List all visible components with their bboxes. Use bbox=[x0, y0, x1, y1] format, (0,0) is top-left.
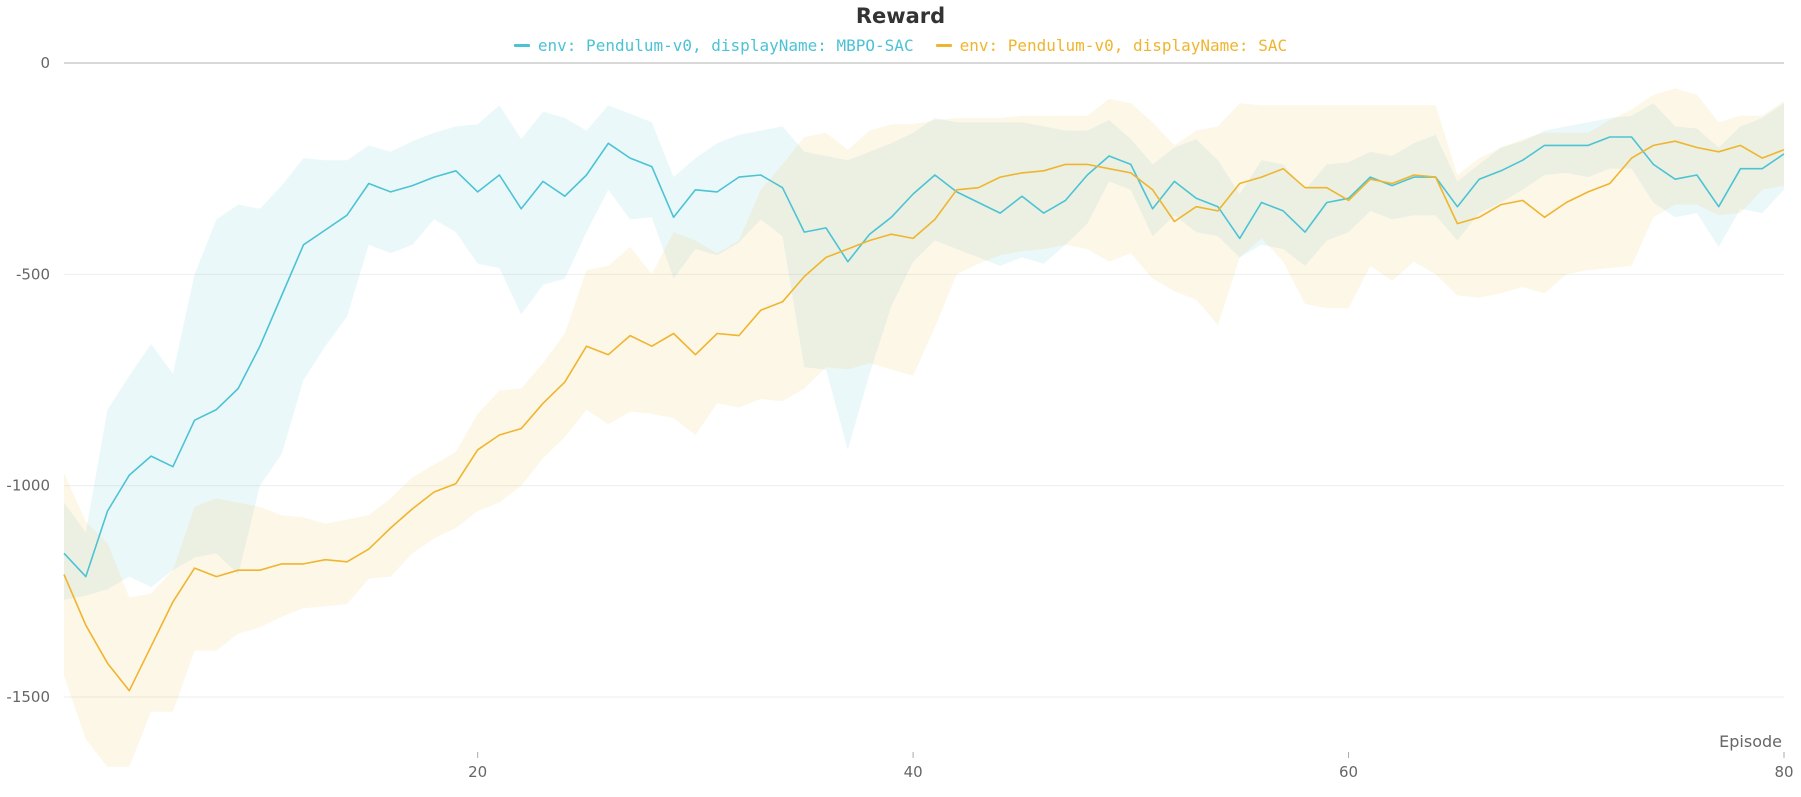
legend-item-sac[interactable]: env: Pendulum-v0, displayName: SAC bbox=[935, 36, 1288, 55]
y-tick-label: -1500 bbox=[6, 688, 50, 706]
confidence-bands bbox=[64, 88, 1784, 767]
x-axis-title: Episode bbox=[1719, 732, 1782, 751]
grid bbox=[64, 62, 1784, 698]
x-tick-label: 80 bbox=[1774, 763, 1793, 781]
legend-item-mbpo-sac[interactable]: env: Pendulum-v0, displayName: MBPO-SAC bbox=[513, 36, 914, 55]
legend-label-sac: env: Pendulum-v0, displayName: SAC bbox=[959, 36, 1288, 55]
y-tick-label: -500 bbox=[16, 265, 50, 283]
line-series-0[interactable] bbox=[63, 136, 1785, 578]
legend-label-mbpo-sac: env: Pendulum-v0, displayName: MBPO-SAC bbox=[537, 36, 914, 55]
legend-swatch-sac bbox=[935, 44, 952, 47]
y-tick-label: -1000 bbox=[6, 477, 50, 495]
band-series-0 bbox=[64, 103, 1784, 600]
x-tick-label: 20 bbox=[468, 763, 487, 781]
chart-title: Reward bbox=[855, 4, 946, 28]
x-tick-label: 60 bbox=[1339, 763, 1358, 781]
band-series-1 bbox=[64, 88, 1784, 767]
line-series-1[interactable] bbox=[63, 140, 1785, 692]
legend: env: Pendulum-v0, displayName: MBPO-SAC … bbox=[0, 36, 1801, 55]
legend-swatch-mbpo-sac bbox=[513, 44, 530, 47]
series-lines bbox=[63, 136, 1785, 692]
x-tick-label: 40 bbox=[904, 763, 923, 781]
y-tick-label: 0 bbox=[40, 54, 50, 72]
axes: 0 -500 -1000 -1500 20 40 60 80 bbox=[6, 54, 1793, 781]
